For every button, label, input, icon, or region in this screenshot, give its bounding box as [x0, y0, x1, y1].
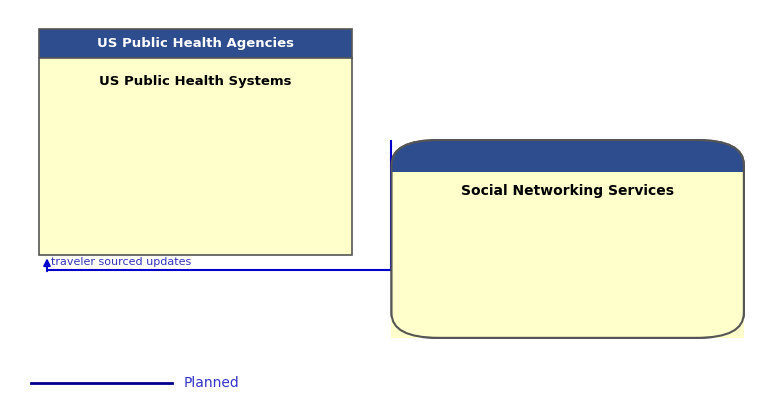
- Text: US Public Health Systems: US Public Health Systems: [99, 75, 292, 88]
- Bar: [39, 59, 352, 255]
- Bar: [39, 29, 352, 59]
- Text: US Public Health Agencies: US Public Health Agencies: [97, 37, 294, 50]
- FancyBboxPatch shape: [392, 140, 744, 338]
- FancyBboxPatch shape: [392, 140, 744, 338]
- Text: Planned: Planned: [184, 376, 240, 390]
- Text: traveler sourced updates: traveler sourced updates: [51, 257, 191, 267]
- Text: Social Networking Services: Social Networking Services: [461, 184, 674, 198]
- Bar: [392, 172, 744, 338]
- Bar: [39, 29, 352, 255]
